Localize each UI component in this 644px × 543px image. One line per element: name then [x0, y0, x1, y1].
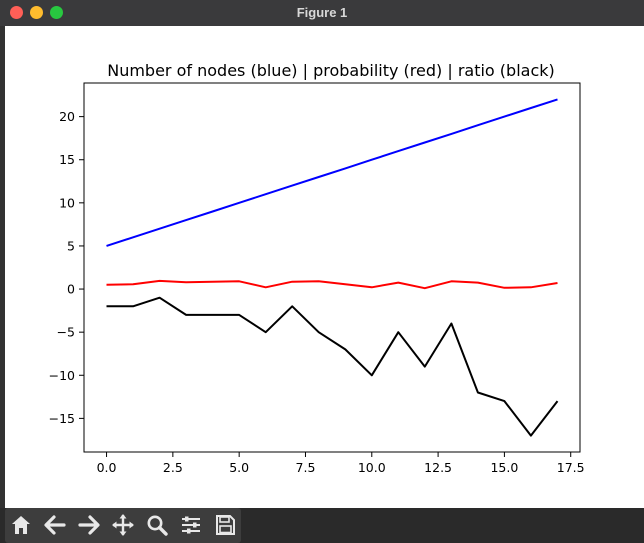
y-tick-label: −5	[57, 325, 75, 340]
toolbar-buttons	[5, 508, 241, 543]
x-tick-label: 2.5	[163, 460, 183, 475]
series-layer	[106, 98, 559, 437]
back-button[interactable]	[41, 512, 69, 538]
zoom-icon	[147, 515, 168, 536]
arrow-right-icon	[78, 515, 100, 535]
minimize-window-button[interactable]	[30, 6, 43, 19]
save-button[interactable]	[211, 512, 239, 538]
window-title: Figure 1	[296, 5, 348, 20]
title-bar: Figure 1	[0, 0, 644, 27]
series-line-3	[106, 296, 559, 437]
home-icon	[12, 516, 30, 534]
arrow-left-icon	[44, 515, 66, 535]
x-axis: 0.0 2.5 5.0 7.5 10.0 12.5 15.0 17.5	[97, 452, 585, 475]
y-tick-label: 0	[67, 282, 75, 297]
figure-canvas: Number of nodes (blue) | probability (re…	[5, 26, 644, 508]
x-tick-label: 7.5	[296, 460, 316, 475]
chart-title: Number of nodes (blue) | probability (re…	[107, 61, 555, 80]
configure-subplots-button[interactable]	[177, 512, 205, 538]
line-chart: Number of nodes (blue) | probability (re…	[49, 61, 585, 475]
y-tick-label: −10	[49, 368, 75, 383]
y-axis: −15 −10 −5 0 5 10 15 20	[49, 109, 84, 426]
maximize-window-button[interactable]	[50, 6, 63, 19]
y-tick-label: 10	[59, 195, 75, 210]
x-tick-label: 17.5	[557, 460, 585, 475]
x-tick-label: 12.5	[424, 460, 452, 475]
y-tick-label: 5	[67, 238, 75, 253]
move-icon	[112, 514, 134, 536]
y-tick-label: −15	[49, 411, 75, 426]
zoom-button[interactable]	[143, 512, 171, 538]
pan-button[interactable]	[109, 512, 137, 538]
home-button[interactable]	[7, 512, 35, 538]
x-tick-label: 15.0	[490, 460, 518, 475]
save-icon	[216, 515, 235, 535]
plot-area	[83, 82, 581, 453]
close-window-button[interactable]	[10, 6, 23, 19]
y-tick-label: 20	[59, 109, 75, 124]
series-line-1	[106, 98, 558, 247]
navigation-toolbar	[0, 508, 644, 543]
y-tick-label: 15	[59, 152, 75, 167]
x-tick-label: 10.0	[358, 460, 386, 475]
window-edge	[0, 26, 5, 508]
x-tick-label: 0.0	[97, 460, 117, 475]
sliders-icon	[182, 516, 200, 534]
forward-button[interactable]	[75, 512, 103, 538]
x-tick-label: 5.0	[229, 460, 249, 475]
series-line-2	[106, 279, 558, 290]
